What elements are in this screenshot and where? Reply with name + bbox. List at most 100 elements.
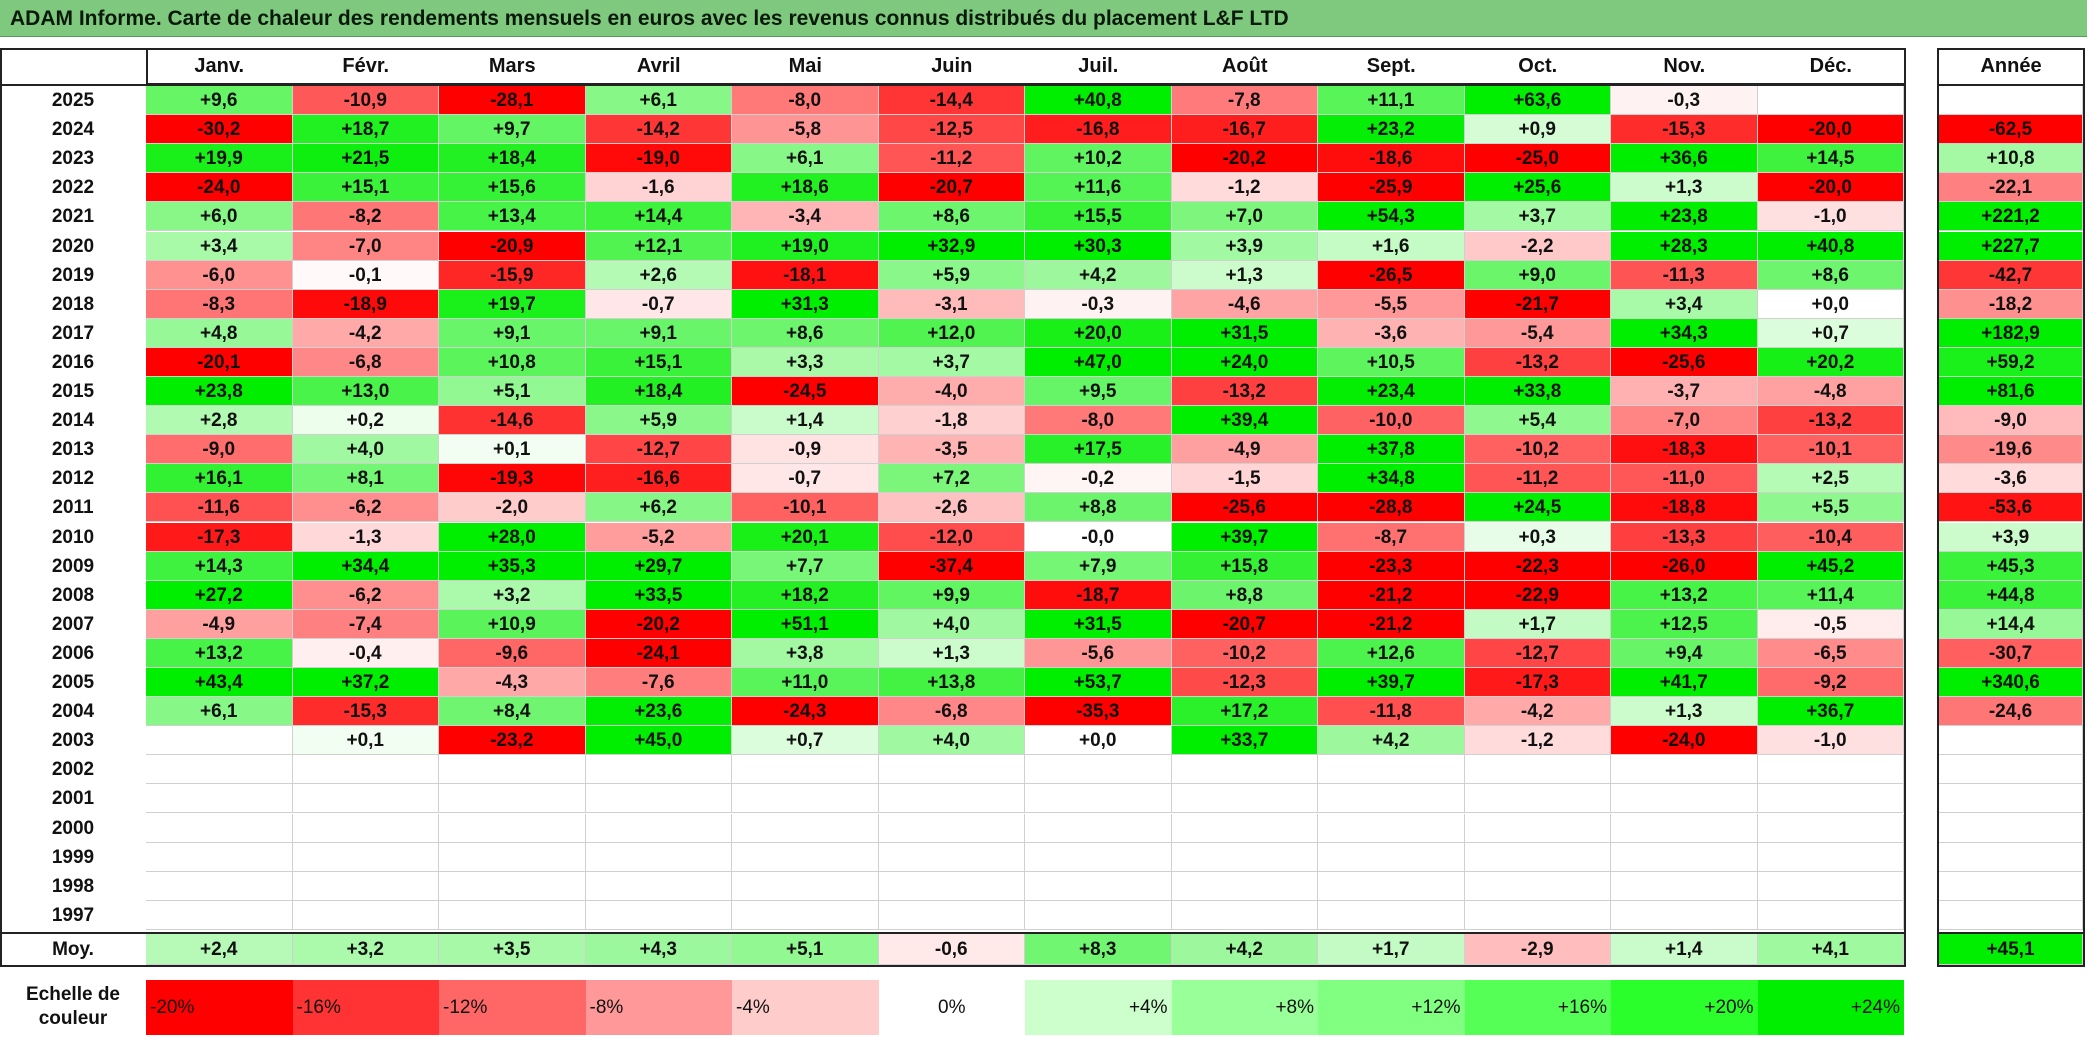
heatmap-cell: -20,9 — [439, 231, 586, 261]
heatmap-cell: +1,4 — [732, 406, 879, 436]
heatmap-cell: +0,1 — [292, 726, 439, 756]
year-label: 2011 — [52, 497, 94, 519]
heatmap-cell: -3,1 — [878, 289, 1025, 319]
heatmap-cell: -0,3 — [1611, 86, 1758, 116]
average-label: Moy. — [52, 939, 94, 960]
heatmap-cell — [1318, 755, 1465, 785]
heatmap-cell: -18,6 — [1318, 144, 1465, 174]
heatmap-cell: -11,3 — [1611, 260, 1758, 290]
annual-cell — [1939, 842, 2083, 872]
heatmap-cell: +15,1 — [292, 173, 439, 203]
month-header: Févr. — [342, 55, 390, 77]
heatmap-cell: -13,3 — [1611, 522, 1758, 552]
heatmap-cell — [146, 900, 293, 930]
heatmap-cell: -0,1 — [292, 260, 439, 290]
heatmap-cell: +40,8 — [1025, 86, 1172, 116]
year-label: 1998 — [51, 875, 95, 897]
heatmap-cell: +0,0 — [1757, 289, 1904, 319]
heatmap-cell — [1318, 784, 1465, 814]
heatmap-cell: +11,4 — [1757, 580, 1904, 610]
year-label: 2009 — [51, 555, 95, 577]
heatmap-cell: -10,9 — [292, 86, 439, 116]
year-label: 2002 — [51, 759, 95, 781]
heatmap-cell — [1318, 871, 1465, 901]
heatmap-cell: -24,1 — [585, 638, 732, 668]
heatmap-cell: -7,6 — [585, 668, 732, 698]
heatmap-cell: -15,3 — [1611, 115, 1758, 145]
heatmap-cell: +39,4 — [1171, 406, 1318, 436]
heatmap-cell — [585, 900, 732, 930]
heatmap-cell — [292, 755, 439, 785]
heatmap-cell: +1,3 — [1611, 697, 1758, 727]
annual-cell: -53,6 — [1939, 493, 2083, 523]
month-header: Janv. — [194, 55, 245, 77]
average-cell: +1,7 — [1318, 934, 1465, 965]
heatmap-cell: +5,4 — [1464, 406, 1611, 436]
heatmap-cell: -3,4 — [732, 202, 879, 232]
color-scale-step: +8% — [1171, 980, 1318, 1035]
average-cell: +3,5 — [439, 934, 586, 965]
heatmap-cell — [1464, 813, 1611, 843]
heatmap-cell: +7,7 — [732, 551, 879, 581]
heatmap-cell: +17,2 — [1171, 697, 1318, 727]
heatmap-cell: +11,0 — [732, 668, 879, 698]
heatmap-cell — [585, 784, 732, 814]
heatmap-cell — [1611, 842, 1758, 872]
heatmap-cell: -20,0 — [1757, 115, 1904, 145]
heatmap-cell — [1318, 900, 1465, 930]
heatmap-cell: -28,1 — [439, 86, 586, 116]
heatmap-cell — [1464, 755, 1611, 785]
heatmap-cell: +12,1 — [585, 231, 732, 261]
heatmap-cell — [732, 813, 879, 843]
heatmap-cell — [878, 784, 1025, 814]
heatmap-cell — [1318, 842, 1465, 872]
heatmap-cell: +54,3 — [1318, 202, 1465, 232]
chart-title: ADAM Informe. Carte de chaleur des rende… — [0, 0, 2087, 37]
heatmap-cell: +1,7 — [1464, 609, 1611, 639]
year-label: 2010 — [51, 526, 95, 548]
heatmap-cell: +3,8 — [732, 638, 879, 668]
heatmap-cell — [1171, 871, 1318, 901]
heatmap-cell: +33,8 — [1464, 377, 1611, 407]
heatmap-cell: -30,2 — [146, 115, 293, 145]
heatmap-cell: -20,2 — [585, 609, 732, 639]
heatmap-cell: +14,5 — [1757, 144, 1904, 174]
heatmap-cell: +4,8 — [146, 318, 293, 348]
heatmap-cell: +18,2 — [732, 580, 879, 610]
heatmap-cell: -15,3 — [292, 697, 439, 727]
heatmap-cell: -0,5 — [1757, 609, 1904, 639]
heatmap-cell: +0,2 — [292, 406, 439, 436]
heatmap-cell: -1,8 — [878, 406, 1025, 436]
annual-cell — [1939, 784, 2083, 814]
heatmap-cell: +5,1 — [439, 377, 586, 407]
heatmap-cell: +4,2 — [1025, 260, 1172, 290]
heatmap-cell: -0,9 — [732, 435, 879, 465]
heatmap-cell: +10,9 — [439, 609, 586, 639]
color-scale-step: -4% — [732, 980, 879, 1035]
heatmap-cell: +45,2 — [1757, 551, 1904, 581]
color-scale-label: Echelle de couleur — [26, 984, 120, 1029]
heatmap-cell: -16,6 — [585, 464, 732, 494]
heatmap-cell: +36,7 — [1757, 697, 1904, 727]
heatmap-cell: +5,9 — [585, 406, 732, 436]
heatmap-cell: -12,5 — [878, 115, 1025, 145]
heatmap-cell: -9,0 — [146, 435, 293, 465]
heatmap-cell: +23,2 — [1318, 115, 1465, 145]
year-label: 2022 — [51, 177, 95, 199]
heatmap-cell: -11,2 — [1464, 464, 1611, 494]
heatmap-cell: -3,7 — [1611, 377, 1758, 407]
month-header: Avril — [636, 55, 681, 77]
heatmap-cell: +34,4 — [292, 551, 439, 581]
average-cell: +5,1 — [732, 934, 879, 965]
heatmap-cell — [439, 813, 586, 843]
year-label: 2000 — [51, 817, 95, 839]
heatmap-cell: +8,6 — [1757, 260, 1904, 290]
year-label: 2024 — [51, 119, 95, 141]
year-label: 2019 — [51, 264, 95, 286]
color-scale-step: -20% — [146, 980, 293, 1035]
year-label: 2018 — [51, 293, 95, 315]
heatmap-cell: -17,3 — [146, 522, 293, 552]
month-header: Déc. — [1809, 55, 1852, 77]
heatmap-cell: -7,4 — [292, 609, 439, 639]
year-label: 2015 — [51, 381, 95, 402]
